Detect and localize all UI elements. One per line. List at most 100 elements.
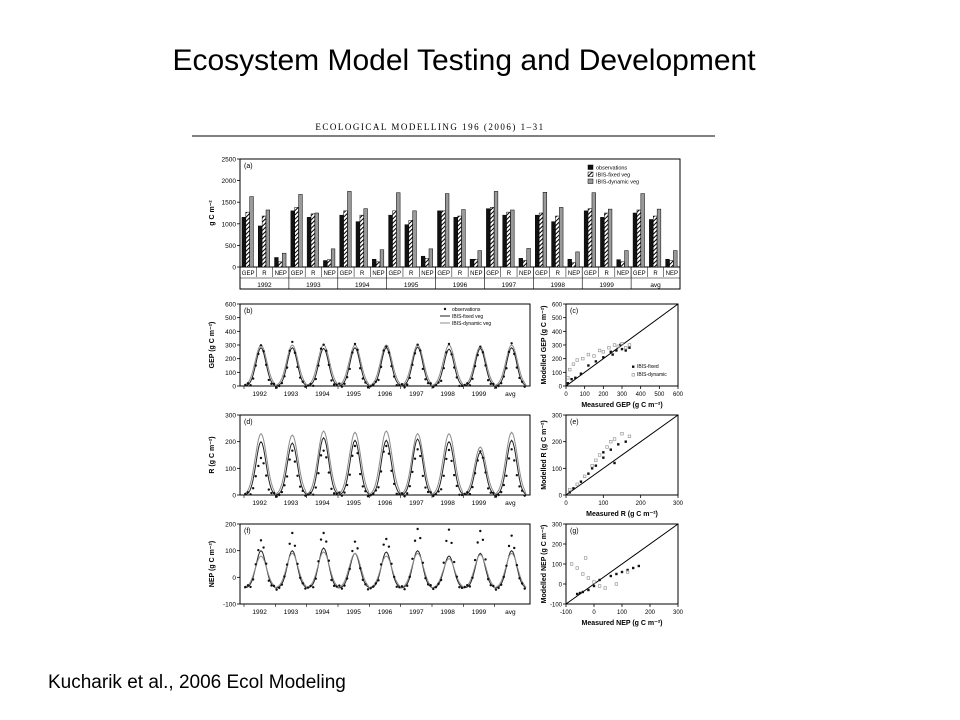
panel-d-obs-point (301, 489, 304, 492)
panel-d-xtick-label: 1995 (346, 500, 361, 507)
panel-b-obs-point (416, 343, 419, 346)
panel-c-point-fixed (574, 376, 577, 379)
panel-e-point-dynamic (597, 453, 602, 457)
legend-swatch (587, 164, 594, 170)
panel-d-obs-point (520, 489, 524, 492)
panel-d-obs-point (262, 462, 265, 465)
panel-c-point-dynamic (612, 343, 617, 347)
panel-b-obs-point (267, 378, 271, 382)
bar (294, 207, 299, 268)
panel-d-xtick-label: 1992 (252, 500, 267, 507)
bar (355, 221, 360, 268)
bar (649, 219, 654, 268)
panel-c-point-dynamic (566, 376, 570, 380)
panel-c-ytick-label: 600 (552, 303, 563, 309)
panel-b-xtick-label: 1992 (252, 391, 267, 398)
panel-b-obs-point (421, 367, 425, 371)
panel-f-obs-point (262, 546, 265, 549)
panel-f-obs-point (429, 584, 432, 587)
panel-d-obs-point (257, 464, 260, 468)
panel-f-obs-point (481, 538, 485, 542)
panel-d-obs-point (421, 474, 425, 478)
panel-b-obs-point (275, 386, 278, 389)
bar (583, 210, 589, 268)
panel-d-obs-point (356, 451, 359, 455)
bar (274, 257, 279, 268)
bar (306, 217, 312, 268)
panel-e-xtick-label: 300 (673, 501, 684, 507)
panel-d-obs-point (515, 473, 519, 477)
panel-a-cat-label: R (262, 271, 267, 277)
panel-e-point-fixed (587, 472, 590, 475)
panel-b-obs-point (382, 349, 385, 352)
panel-g-one-to-one-line (565, 523, 679, 605)
bar (490, 207, 495, 268)
legend-label: IBIS-fixed veg (596, 173, 630, 179)
panel-b-obs-point (513, 352, 516, 356)
panel-d-obs-point (405, 492, 409, 495)
panel-g-ytick-label: 100 (552, 563, 563, 569)
panel-d-obs-point (447, 448, 451, 452)
panel-b-obs-point (272, 382, 276, 386)
panel-a-cat-label: NEP (666, 271, 678, 277)
panel-c-xtick-label: 400 (636, 392, 647, 398)
panel-g-ytick-label: -100 (550, 603, 563, 609)
panel-d-obs-point (473, 471, 477, 475)
panel-e-point-fixed (602, 456, 605, 459)
panel-b-obs-point (335, 383, 338, 386)
panel-f-obs-point (257, 548, 260, 552)
panel-b-obs-point (343, 382, 346, 386)
panel-f-obs-point (518, 577, 521, 580)
panel-c-point-dynamic (624, 346, 628, 350)
bar (486, 208, 491, 268)
panel-b-obs-point (520, 380, 524, 384)
panel-g-point-fixed (576, 592, 579, 596)
panel-d-obs-point (335, 492, 338, 495)
bar (310, 213, 315, 268)
panel-f-obs-point (283, 575, 286, 578)
panel-g-point-fixed (578, 591, 582, 595)
panel-f-obs-point (489, 583, 492, 587)
panel-e-point-fixed (613, 461, 616, 465)
panel-d-obs-point (288, 458, 291, 461)
panel-g-ytick-label: 300 (552, 523, 563, 529)
panel-e-point-dynamic (568, 488, 572, 492)
panel-b-obs-point (387, 351, 391, 354)
panel-g-xtick-label: 200 (645, 610, 656, 616)
panel-f-obs-point (372, 585, 375, 588)
bar (396, 192, 401, 268)
bar (392, 210, 397, 268)
panel-f-series-line (243, 547, 527, 589)
bar (265, 209, 270, 268)
panel-b-obs-point (419, 349, 422, 352)
legend-label: observations (452, 307, 481, 313)
panel-b-series-line (243, 346, 527, 387)
panel-f-obs-point (353, 540, 357, 543)
panel-c-point-fixed (615, 349, 618, 352)
panel-b-panel-label: (b) (244, 308, 253, 315)
panel-d-obs-point (486, 487, 490, 490)
panel-b-obs-point (452, 366, 456, 369)
panel-b-ytick-label: 200 (225, 356, 236, 363)
panel-b-obs-point (356, 348, 359, 352)
panel-a-ytick-label: 1500 (222, 200, 237, 207)
panel-d-obs-point (377, 486, 380, 489)
panel-c-ytick-label: 0 (559, 385, 563, 391)
panel-f-obs-point (251, 578, 255, 581)
panel-f-obs-point (421, 561, 425, 565)
panel-b-obs-point (450, 353, 453, 356)
panel-f-obs-point (356, 547, 359, 550)
panel-d-obs-point (505, 474, 508, 478)
panel-f-obs-point (330, 578, 333, 582)
legend-label: IBIS-fixed (637, 364, 659, 370)
panel-b-obs-point (379, 365, 383, 369)
panel-f-obs-point (293, 544, 297, 547)
panel-g-ylabel: Modelled NEP (g C m⁻²) (541, 525, 548, 604)
panel-b-xtick-label: 1994 (315, 391, 330, 398)
panel-b-obs-point (445, 351, 448, 354)
panel-d-obs-point (510, 448, 513, 451)
panel-c-point-dynamic (601, 350, 605, 354)
panel-d-obs-point (497, 493, 500, 497)
panel-d-xtick-label: 1999 (472, 500, 487, 507)
